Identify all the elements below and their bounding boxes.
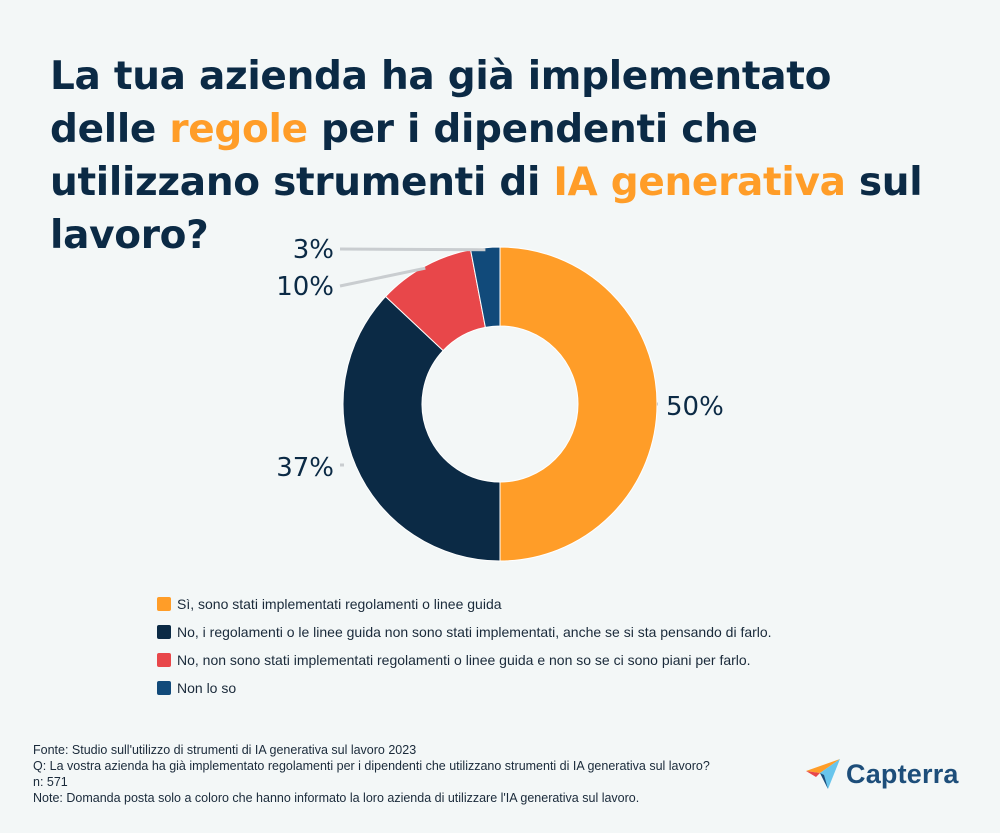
legend-label: Sì, sono stati implementati regolamenti … xyxy=(177,596,502,612)
legend-swatch xyxy=(157,597,171,611)
capterra-arrow-icon xyxy=(806,759,840,789)
slice-percent-label: 50% xyxy=(666,392,724,422)
title-highlight: regole xyxy=(169,107,308,152)
footer-notes: Fonte: Studio sull'utilizzo di strumenti… xyxy=(33,742,763,806)
chart-legend: Sì, sono stati implementati regolamenti … xyxy=(157,590,772,702)
footer-note: Note: Domanda posta solo a coloro che ha… xyxy=(33,791,640,805)
slice-percent-label: 37% xyxy=(276,453,334,483)
legend-label: Non lo so xyxy=(177,680,237,696)
slice-percent-label: 3% xyxy=(293,235,334,265)
legend-item: No, i regolamenti o le linee guida non s… xyxy=(157,618,772,646)
chart-title: La tua azienda ha già implementato delle… xyxy=(50,50,950,262)
donut-slice xyxy=(499,246,658,562)
title-text: per i dipendenti che utilizzano strument… xyxy=(50,107,758,205)
leader-line xyxy=(339,247,486,252)
capterra-logo: Capterra xyxy=(806,757,959,791)
footer-sample-size: n: 571 xyxy=(33,775,68,789)
title-text: sul lavoro? xyxy=(50,160,923,258)
title-highlight: IA generativa xyxy=(553,160,846,205)
legend-swatch xyxy=(157,681,171,695)
legend-label: No, i regolamenti o le linee guida non s… xyxy=(177,624,772,640)
donut-slice xyxy=(342,295,501,562)
footer-question: Q: La vostra azienda ha già implementato… xyxy=(33,759,710,773)
logo-text: Capterra xyxy=(846,758,959,789)
leader-line xyxy=(339,266,426,288)
legend-item: Sì, sono stati implementati regolamenti … xyxy=(157,590,772,618)
legend-item: Non lo so xyxy=(157,674,772,702)
legend-label: No, non sono stati implementati regolame… xyxy=(177,652,751,668)
legend-swatch xyxy=(157,653,171,667)
donut-chart: 50% 37% 10% 3% xyxy=(276,235,724,562)
title-text: La tua azienda ha già implementato delle xyxy=(50,54,832,152)
slice-percent-label: 10% xyxy=(276,272,334,302)
legend-swatch xyxy=(157,625,171,639)
legend-item: No, non sono stati implementati regolame… xyxy=(157,646,772,674)
footer-source: Fonte: Studio sull'utilizzo di strumenti… xyxy=(33,743,417,757)
